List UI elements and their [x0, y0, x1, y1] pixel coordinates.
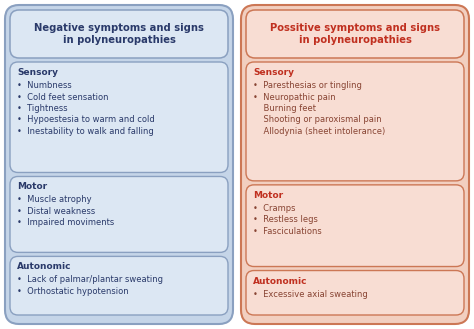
Text: •  Neuropathic pain: • Neuropathic pain: [253, 92, 336, 102]
FancyBboxPatch shape: [10, 176, 228, 252]
Text: Motor: Motor: [17, 183, 47, 191]
Text: •  Fasciculations: • Fasciculations: [253, 227, 322, 236]
Text: Sensory: Sensory: [253, 68, 294, 77]
FancyBboxPatch shape: [246, 10, 464, 58]
Text: •  Inestability to walk and falling: • Inestability to walk and falling: [17, 127, 154, 136]
Text: •  Restless legs: • Restless legs: [253, 215, 318, 224]
Text: •  Numbness: • Numbness: [17, 81, 72, 90]
Text: Possitive symptoms and signs
in polyneuropathies: Possitive symptoms and signs in polyneur…: [270, 23, 440, 45]
FancyBboxPatch shape: [241, 5, 469, 324]
Text: Autonomic: Autonomic: [253, 277, 308, 286]
FancyBboxPatch shape: [246, 62, 464, 181]
Text: Burning feet: Burning feet: [253, 104, 316, 113]
FancyBboxPatch shape: [10, 256, 228, 315]
FancyBboxPatch shape: [10, 62, 228, 172]
Text: Autonomic: Autonomic: [17, 263, 72, 271]
Text: Shooting or paroxismal pain: Shooting or paroxismal pain: [253, 115, 382, 124]
Text: •  Cramps: • Cramps: [253, 204, 295, 213]
Text: •  Paresthesias or tingling: • Paresthesias or tingling: [253, 81, 362, 90]
Text: •  Lack of palmar/plantar sweating: • Lack of palmar/plantar sweating: [17, 275, 163, 284]
Text: •  Orthostatic hypotension: • Orthostatic hypotension: [17, 287, 128, 296]
FancyBboxPatch shape: [5, 5, 233, 324]
Text: •  Excessive axial sweating: • Excessive axial sweating: [253, 290, 368, 298]
Text: Allodynia (sheet intolerance): Allodynia (sheet intolerance): [253, 127, 385, 136]
Text: •  Impaired moviments: • Impaired moviments: [17, 218, 114, 227]
Text: •  Distal weakness: • Distal weakness: [17, 207, 95, 216]
Text: Negative symptoms and signs
in polyneuropathies: Negative symptoms and signs in polyneuro…: [34, 23, 204, 45]
Text: Sensory: Sensory: [17, 68, 58, 77]
FancyBboxPatch shape: [246, 270, 464, 315]
Text: •  Hypoestesia to warm and cold: • Hypoestesia to warm and cold: [17, 115, 155, 124]
FancyBboxPatch shape: [246, 185, 464, 266]
Text: •  Tightness: • Tightness: [17, 104, 68, 113]
Text: Motor: Motor: [253, 191, 283, 200]
Text: •  Muscle atrophy: • Muscle atrophy: [17, 195, 91, 205]
FancyBboxPatch shape: [10, 10, 228, 58]
Text: •  Cold feet sensation: • Cold feet sensation: [17, 92, 109, 102]
